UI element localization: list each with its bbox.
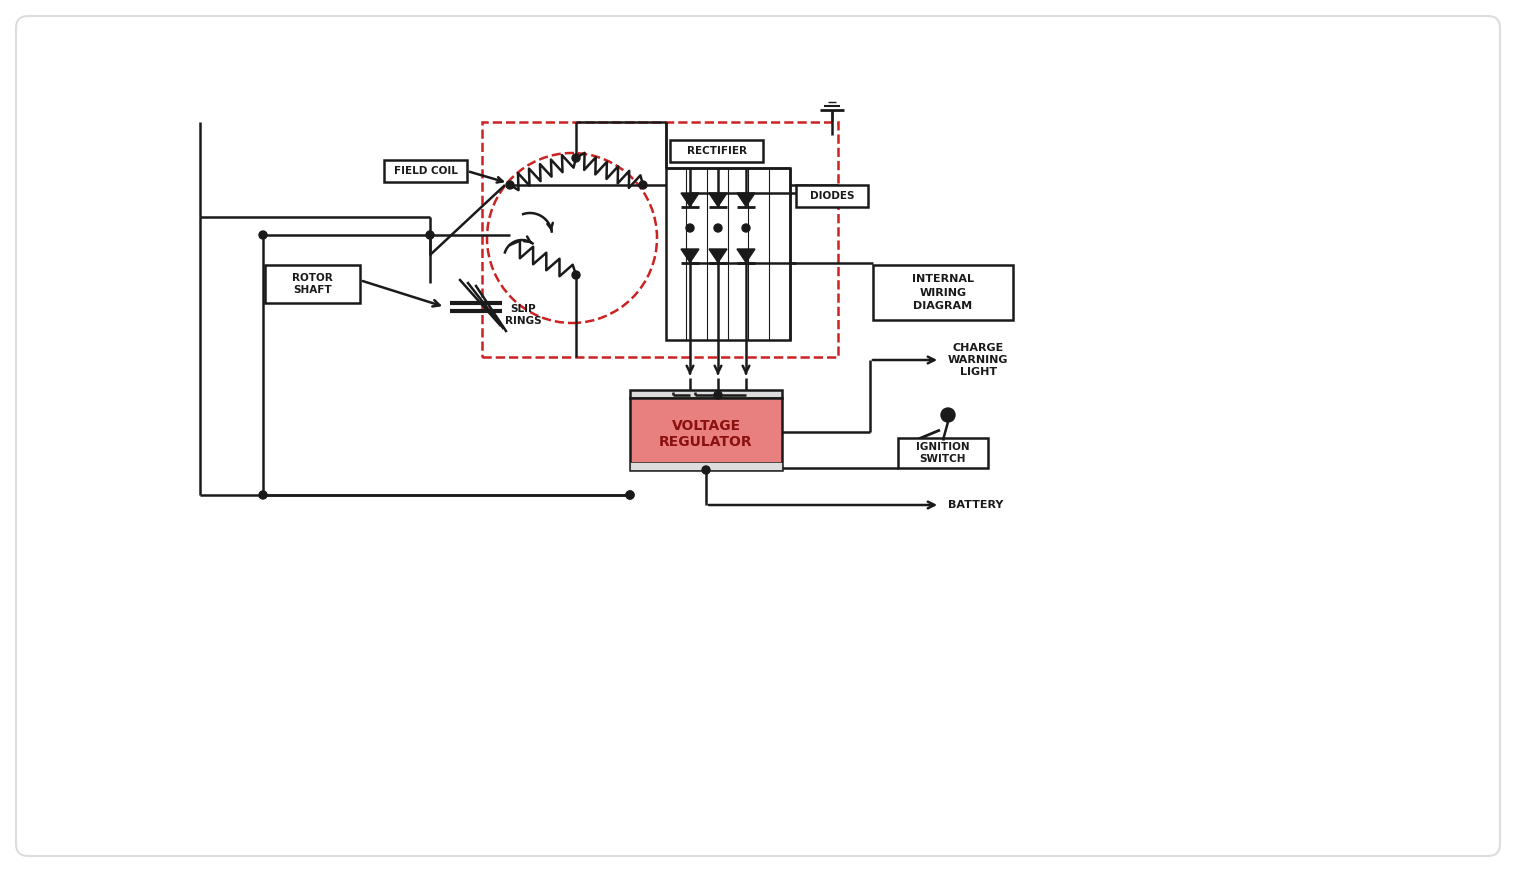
Polygon shape (681, 249, 699, 262)
Circle shape (626, 491, 634, 499)
Circle shape (702, 466, 709, 474)
Circle shape (640, 181, 647, 189)
Text: VOLTAGE
REGULATOR: VOLTAGE REGULATOR (659, 419, 753, 449)
Bar (796, 185, 869, 207)
Bar (666, 168, 790, 340)
Circle shape (714, 224, 722, 232)
Circle shape (687, 224, 694, 232)
Text: IGNITION
SWITCH: IGNITION SWITCH (916, 442, 970, 464)
Circle shape (426, 231, 434, 239)
Text: FIELD COIL: FIELD COIL (394, 166, 458, 176)
Polygon shape (737, 193, 755, 207)
Text: CHARGE
WARNING
LIGHT: CHARGE WARNING LIGHT (948, 344, 1008, 377)
Bar (873, 265, 1013, 320)
Text: SLIP
RINGS: SLIP RINGS (505, 304, 541, 326)
Bar (631, 462, 782, 470)
Bar (265, 265, 359, 303)
Text: ROTOR
SHAFT: ROTOR SHAFT (293, 273, 334, 295)
Text: INTERNAL
WIRING
DIAGRAM: INTERNAL WIRING DIAGRAM (913, 275, 973, 310)
Circle shape (741, 224, 750, 232)
Bar (384, 160, 467, 182)
Polygon shape (737, 249, 755, 262)
Bar (670, 140, 763, 162)
Polygon shape (709, 193, 728, 207)
Bar (631, 390, 782, 398)
Text: BATTERY: BATTERY (948, 500, 1004, 510)
Bar (631, 398, 782, 470)
Circle shape (259, 491, 267, 499)
Bar (482, 122, 838, 357)
Circle shape (941, 408, 955, 422)
Bar (897, 438, 988, 468)
Circle shape (626, 491, 634, 499)
Text: DIODES: DIODES (810, 191, 854, 201)
Polygon shape (709, 249, 728, 262)
Circle shape (259, 231, 267, 239)
Circle shape (714, 391, 722, 399)
Circle shape (572, 154, 581, 162)
Circle shape (506, 181, 514, 189)
Polygon shape (681, 193, 699, 207)
FancyBboxPatch shape (17, 16, 1499, 856)
Text: RECTIFIER: RECTIFIER (687, 146, 746, 156)
Circle shape (572, 271, 581, 279)
